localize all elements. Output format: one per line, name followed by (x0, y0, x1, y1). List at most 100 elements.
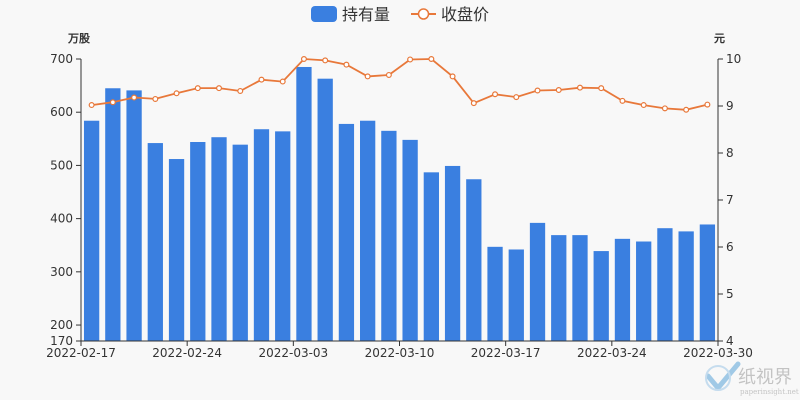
point-close-price[interactable] (640, 102, 647, 109)
watermark-text-url: paperinsight.net (740, 388, 799, 396)
point-close-price[interactable] (88, 102, 95, 109)
watermark: 纸视界 paperinsight.net (705, 361, 799, 396)
x-tick-label: 2022-03-03 (258, 346, 328, 360)
point-close-price[interactable] (279, 78, 286, 85)
legend-label-close-price: 收盘价 (441, 5, 489, 24)
legend-marker-close-price (417, 8, 430, 20)
y-right-tick-label: 8 (726, 146, 734, 160)
y-right-tick-label: 4 (726, 334, 734, 348)
legend-item-holdings[interactable]: 持有量 (311, 5, 390, 24)
bar-holdings[interactable] (487, 246, 503, 341)
bar-holdings[interactable] (275, 131, 291, 341)
bar-holdings[interactable] (360, 120, 376, 341)
x-tick-label: 2022-03-17 (471, 346, 541, 360)
x-tick-label: 2022-02-24 (152, 346, 222, 360)
point-close-price[interactable] (661, 105, 668, 112)
point-close-price[interactable] (300, 55, 307, 62)
point-close-price[interactable] (619, 97, 626, 104)
y-left-tick-label: 300 (50, 265, 73, 279)
bar-holdings[interactable] (572, 235, 588, 341)
bar-holdings[interactable] (190, 142, 206, 341)
legend-item-close-price[interactable]: 收盘价 (411, 5, 489, 24)
line-path-close-price (91, 58, 708, 111)
y-right-tick-label: 6 (726, 240, 734, 254)
point-close-price[interactable] (534, 87, 541, 94)
point-close-price[interactable] (258, 76, 265, 83)
point-close-price[interactable] (407, 56, 414, 63)
point-close-price[interactable] (449, 73, 456, 80)
bar-holdings[interactable] (83, 120, 100, 341)
point-close-price[interactable] (152, 95, 159, 102)
point-close-price[interactable] (194, 85, 201, 92)
y-left-tick-label: 700 (50, 52, 73, 66)
legend-label-holdings: 持有量 (342, 5, 390, 24)
y-left-tick-label: 170 (50, 334, 73, 348)
bar-holdings[interactable] (402, 139, 418, 341)
bar-holdings[interactable] (529, 222, 546, 341)
y-left-tick-label: 400 (50, 212, 73, 226)
x-tick-label: 2022-03-30 (683, 346, 753, 360)
bar-holdings[interactable] (508, 249, 524, 341)
point-close-price[interactable] (237, 87, 244, 94)
bar-holdings[interactable] (338, 123, 355, 341)
bar-holdings[interactable] (211, 137, 227, 341)
bar-holdings[interactable] (657, 228, 673, 341)
point-close-price[interactable] (683, 106, 690, 113)
x-tick-label: 2022-02-17 (46, 346, 116, 360)
bar-holdings[interactable] (168, 159, 185, 341)
y-right-tick-label: 9 (726, 99, 734, 113)
point-close-price[interactable] (216, 85, 223, 92)
line-series-close-price (88, 55, 711, 113)
point-close-price[interactable] (364, 73, 371, 80)
y-right-tick-label: 5 (726, 287, 734, 301)
legend: 持有量 收盘价 (311, 5, 489, 24)
y-left-unit-label: 万股 (67, 32, 91, 45)
point-close-price[interactable] (704, 101, 711, 108)
point-close-price[interactable] (513, 94, 520, 101)
bar-holdings[interactable] (147, 143, 163, 341)
point-close-price[interactable] (576, 84, 583, 91)
point-close-price[interactable] (598, 85, 605, 92)
bar-holdings[interactable] (551, 235, 567, 341)
bar-holdings[interactable] (593, 251, 609, 341)
bar-holdings[interactable] (381, 130, 397, 341)
point-close-price[interactable] (173, 90, 180, 97)
point-close-price[interactable] (555, 87, 562, 94)
bar-holdings[interactable] (636, 241, 652, 341)
bar-holdings[interactable] (423, 172, 439, 341)
y-left-axis: 170 200 300 400 500 600 700 (50, 52, 82, 348)
x-tick-label: 2022-03-24 (577, 346, 647, 360)
checkmark-logo-icon (705, 361, 741, 391)
bar-holdings[interactable] (232, 144, 248, 341)
bar-holdings[interactable] (699, 224, 716, 341)
point-close-price[interactable] (109, 99, 116, 106)
bar-holdings[interactable] (444, 165, 461, 341)
bar-holdings[interactable] (678, 231, 694, 341)
x-axis: 2022-02-17 2022-02-24 2022-03-03 2022-03-10… (46, 340, 753, 360)
point-close-price[interactable] (492, 91, 499, 98)
point-close-price[interactable] (131, 94, 138, 101)
bar-holdings[interactable] (253, 129, 270, 341)
bar-series-holdings (83, 66, 716, 341)
bar-holdings[interactable] (466, 179, 482, 341)
point-close-price[interactable] (343, 61, 350, 68)
x-tick-label: 2022-03-10 (365, 346, 435, 360)
legend-swatch-holdings (311, 6, 337, 22)
y-right-unit-label: 元 (714, 32, 725, 45)
watermark-text-cn: 纸视界 (738, 367, 792, 388)
bar-holdings[interactable] (126, 90, 142, 341)
y-left-tick-label: 600 (50, 105, 73, 119)
y-right-tick-label: 10 (726, 52, 741, 66)
point-close-price[interactable] (322, 57, 329, 64)
bar-holdings[interactable] (317, 78, 333, 341)
point-close-price[interactable] (428, 55, 435, 62)
bar-holdings[interactable] (296, 66, 312, 341)
y-left-tick-label: 200 (50, 318, 73, 332)
point-close-price[interactable] (470, 100, 477, 107)
bar-holdings[interactable] (105, 88, 121, 341)
bar-holdings[interactable] (614, 238, 631, 341)
y-right-tick-label: 7 (726, 193, 734, 207)
point-close-price[interactable] (385, 71, 392, 78)
